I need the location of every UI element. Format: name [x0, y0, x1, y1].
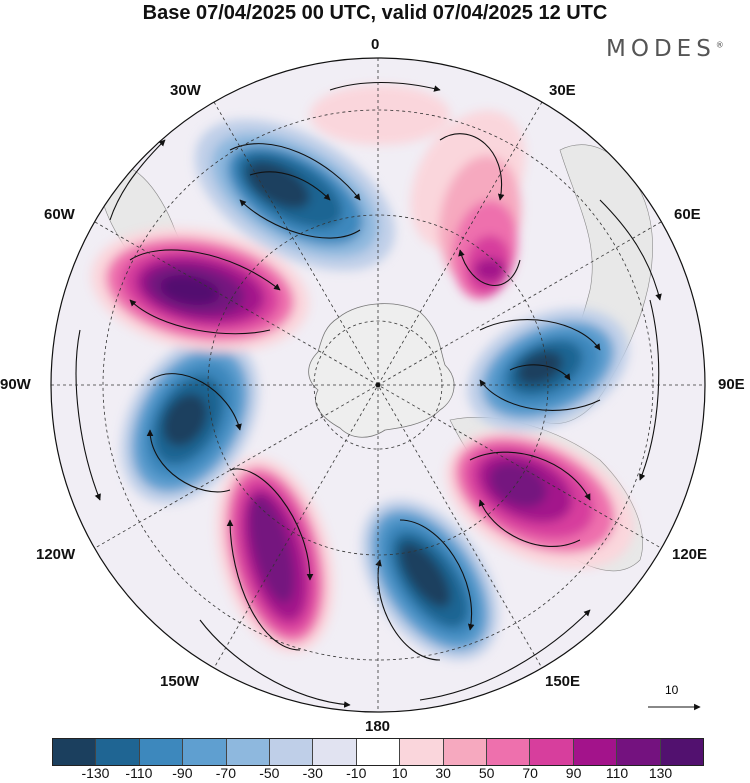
colorbar-swatch	[96, 739, 140, 765]
colorbar-tick-label: 90	[565, 765, 582, 781]
colorbar-swatch	[356, 739, 401, 765]
colorbar-tick-label: -130	[81, 765, 110, 781]
colorbar-tick-label: -70	[215, 765, 236, 781]
colorbar-tick-label: 50	[478, 765, 495, 781]
colorbar-tick-label: 70	[522, 765, 538, 781]
colorbar-swatch	[487, 739, 531, 765]
colorbar-swatch	[313, 739, 357, 765]
colorbar-tick-label: -50	[259, 765, 280, 781]
chart-title: Base 07/04/2025 00 UTC, valid 07/04/2025…	[142, 2, 608, 24]
colorbar	[52, 738, 704, 766]
colorbar-swatch	[617, 739, 661, 765]
lon-label-60e: 60E	[674, 206, 701, 223]
colorbar-tick-label: 10	[391, 765, 408, 781]
lon-label-90e: 90E	[718, 376, 745, 393]
lon-label-150w: 150W	[160, 673, 200, 690]
colorbar-tick-label: -110	[125, 765, 153, 781]
colorbar-swatch	[270, 739, 314, 765]
lon-label-150e: 150E	[545, 673, 581, 690]
lon-label-120e: 120E	[672, 546, 708, 563]
lon-label-120w: 120W	[36, 546, 76, 563]
lon-label-90w: 90W	[0, 376, 31, 393]
lon-label-30e: 30E	[549, 82, 576, 99]
lon-label-0: 0	[371, 36, 380, 53]
anomaly-field	[91, 85, 635, 661]
colorbar-swatch	[53, 739, 97, 765]
colorbar-swatch	[139, 739, 184, 765]
colorbar-tick-label: 130	[648, 765, 673, 781]
colorbar-swatch	[530, 739, 574, 765]
colorbar-swatch	[660, 739, 704, 765]
colorbar-swatch	[226, 739, 271, 765]
lon-label-60w: 60W	[44, 206, 75, 223]
colorbar-swatch	[443, 739, 488, 765]
colorbar-swatch	[573, 739, 618, 765]
reference-vector-label: 10	[665, 683, 679, 697]
streamlines	[75, 82, 662, 708]
colorbar-tick-label: 110	[605, 765, 629, 781]
map-border	[50, 57, 706, 713]
colorbar-tick-label: -90	[172, 765, 193, 781]
antarctica	[308, 303, 455, 438]
lon-label-30w: 30W	[170, 82, 201, 99]
brand-logo: MODES®	[606, 36, 724, 62]
colorbar-swatch	[183, 739, 227, 765]
colorbar-tick-label: 30	[435, 765, 451, 781]
colorbar-tick-label: -10	[346, 765, 367, 781]
colorbar-tick-label: -30	[302, 765, 323, 781]
south-pole	[375, 382, 381, 388]
colorbar-swatch	[400, 739, 444, 765]
lon-label-180: 180	[365, 718, 391, 735]
